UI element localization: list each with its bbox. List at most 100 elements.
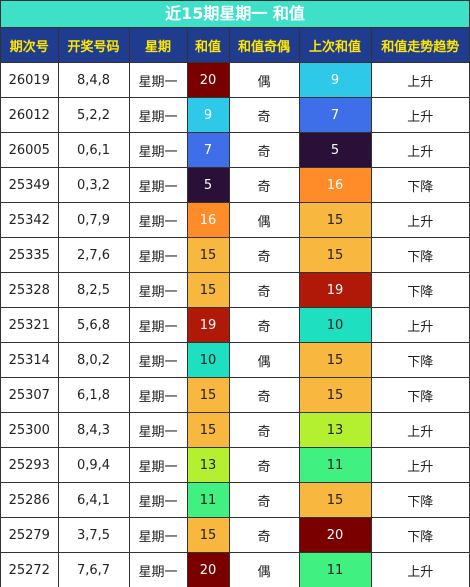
trend-cell: 上升 [370, 552, 469, 587]
prev-sum-cell: 15 [298, 482, 372, 518]
table-row: 25307 6,1,8 星期一 15 奇 15 下降 [1, 377, 469, 413]
parity-cell: 奇 [228, 412, 300, 448]
prev-sum-cell: 9 [298, 62, 372, 98]
trend-cell: 下降 [370, 377, 469, 413]
weekday-cell: 星期一 [128, 272, 188, 308]
issue-cell: 25328 [1, 272, 59, 308]
prev-sum-cell: 20 [298, 517, 372, 553]
header-trend: 和值走势趋势 [370, 28, 469, 63]
sum-cell: 16 [186, 202, 230, 238]
issue-cell: 25321 [1, 307, 59, 343]
issue-cell: 26012 [1, 97, 59, 133]
sum-cell: 15 [186, 272, 230, 308]
sum-cell: 20 [186, 552, 230, 587]
weekday-cell: 星期一 [128, 517, 188, 553]
numbers-cell: 8,2,5 [57, 272, 130, 308]
table-row: 26005 0,6,1 星期一 7 奇 5 上升 [1, 132, 469, 168]
trend-cell: 上升 [370, 62, 469, 98]
numbers-cell: 2,7,6 [57, 237, 130, 273]
numbers-cell: 0,7,9 [57, 202, 130, 238]
weekday-cell: 星期一 [128, 482, 188, 518]
prev-sum-cell: 11 [298, 552, 372, 587]
header-weekday: 星期 [128, 28, 188, 63]
trend-cell: 下降 [370, 272, 469, 308]
numbers-cell: 5,2,2 [57, 97, 130, 133]
numbers-cell: 8,4,3 [57, 412, 130, 448]
prev-sum-cell: 15 [298, 202, 372, 238]
issue-cell: 26019 [1, 62, 59, 98]
issue-cell: 25279 [1, 517, 59, 553]
issue-cell: 25349 [1, 167, 59, 203]
header-row: 期次号 开奖号码 星期 和值 和值奇偶 上次和值 和值走势趋势 [1, 28, 469, 63]
numbers-cell: 6,1,8 [57, 377, 130, 413]
prev-sum-cell: 15 [298, 237, 372, 273]
issue-cell: 26005 [1, 132, 59, 168]
table-row: 25349 0,3,2 星期一 5 奇 16 下降 [1, 167, 469, 203]
numbers-cell: 0,3,2 [57, 167, 130, 203]
issue-cell: 25307 [1, 377, 59, 413]
weekday-cell: 星期一 [128, 97, 188, 133]
table-row: 25272 7,6,7 星期一 20 偶 11 上升 [1, 552, 469, 587]
trend-cell: 下降 [370, 167, 469, 203]
sum-cell: 20 [186, 62, 230, 98]
sum-cell: 13 [186, 447, 230, 483]
prev-sum-cell: 19 [298, 272, 372, 308]
table-row: 25286 6,4,1 星期一 11 奇 15 下降 [1, 482, 469, 518]
table-row: 25321 5,6,8 星期一 19 奇 10 上升 [1, 307, 469, 343]
trend-cell: 上升 [370, 132, 469, 168]
table-row: 25342 0,7,9 星期一 16 偶 15 上升 [1, 202, 469, 238]
sum-cell: 19 [186, 307, 230, 343]
header-sum: 和值 [186, 28, 230, 63]
sum-cell: 5 [186, 167, 230, 203]
weekday-cell: 星期一 [128, 307, 188, 343]
trend-cell: 上升 [370, 97, 469, 133]
numbers-cell: 7,6,7 [57, 552, 130, 587]
trend-cell: 下降 [370, 517, 469, 553]
parity-cell: 偶 [228, 62, 300, 98]
weekday-cell: 星期一 [128, 167, 188, 203]
parity-cell: 奇 [228, 97, 300, 133]
table-row: 25328 8,2,5 星期一 15 奇 19 下降 [1, 272, 469, 308]
sum-cell: 10 [186, 342, 230, 378]
sum-cell: 11 [186, 482, 230, 518]
weekday-cell: 星期一 [128, 202, 188, 238]
parity-cell: 奇 [228, 447, 300, 483]
sum-cell: 15 [186, 237, 230, 273]
prev-sum-cell: 11 [298, 447, 372, 483]
table-row: 26012 5,2,2 星期一 9 奇 7 上升 [1, 97, 469, 133]
parity-cell: 奇 [228, 167, 300, 203]
prev-sum-cell: 5 [298, 132, 372, 168]
numbers-cell: 6,4,1 [57, 482, 130, 518]
sum-cell: 15 [186, 517, 230, 553]
weekday-cell: 星期一 [128, 447, 188, 483]
parity-cell: 偶 [228, 552, 300, 587]
table-row: 25314 8,0,2 星期一 10 偶 15 下降 [1, 342, 469, 378]
trend-cell: 上升 [370, 447, 469, 483]
sum-cell: 7 [186, 132, 230, 168]
parity-cell: 奇 [228, 272, 300, 308]
sum-cell: 15 [186, 377, 230, 413]
parity-cell: 奇 [228, 377, 300, 413]
trend-cell: 下降 [370, 342, 469, 378]
issue-cell: 25272 [1, 552, 59, 587]
trend-cell: 下降 [370, 237, 469, 273]
weekday-cell: 星期一 [128, 342, 188, 378]
weekday-cell: 星期一 [128, 132, 188, 168]
parity-cell: 偶 [228, 342, 300, 378]
table-body: 26019 8,4,8 星期一 20 偶 9 上升 26012 5,2,2 星期一 9 奇 7 上升 260… [1, 62, 469, 587]
table-row: 26019 8,4,8 星期一 20 偶 9 上升 [1, 62, 469, 98]
header-issue: 期次号 [1, 28, 59, 63]
prev-sum-cell: 16 [298, 167, 372, 203]
parity-cell: 奇 [228, 237, 300, 273]
trend-cell: 上升 [370, 412, 469, 448]
parity-cell: 奇 [228, 517, 300, 553]
prev-sum-cell: 15 [298, 342, 372, 378]
weekday-cell: 星期一 [128, 377, 188, 413]
trend-cell: 上升 [370, 202, 469, 238]
weekday-cell: 星期一 [128, 62, 188, 98]
table-row: 25279 3,7,5 星期一 15 奇 20 下降 [1, 517, 469, 553]
parity-cell: 奇 [228, 307, 300, 343]
issue-cell: 25286 [1, 482, 59, 518]
numbers-cell: 0,6,1 [57, 132, 130, 168]
